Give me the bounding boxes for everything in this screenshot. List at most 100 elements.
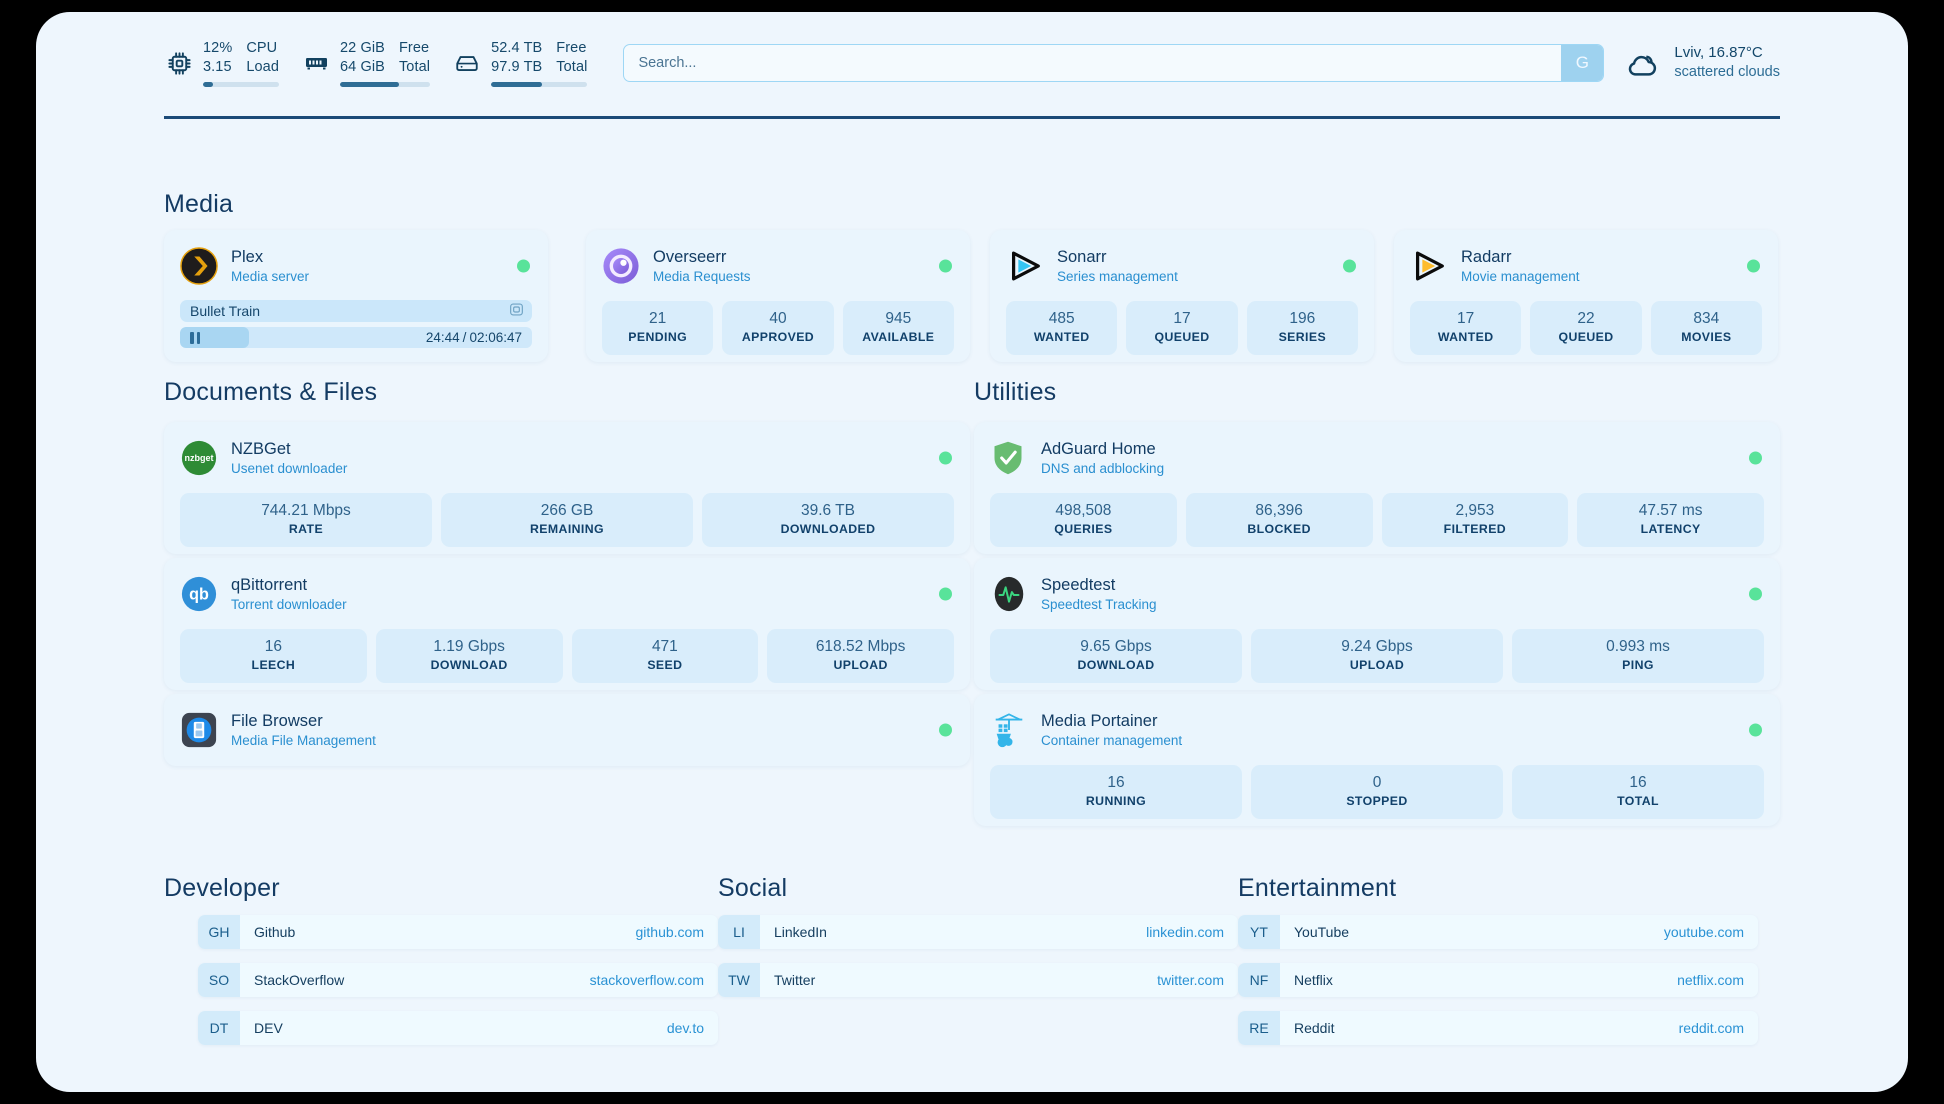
stat-label: MOVIES bbox=[1681, 330, 1732, 345]
bookmark-stackoverflow[interactable]: SO StackOverflow stackoverflow.com bbox=[198, 963, 718, 997]
card-overseerr[interactable]: Overseerr Media Requests 21 PENDING 40 A… bbox=[586, 230, 970, 362]
disk-usage-widget: 52.4 TB 97.9 TB Free Total bbox=[452, 39, 588, 88]
section-title-media: Media bbox=[164, 190, 234, 218]
cpu-left-col: 12% 3.15 bbox=[203, 39, 232, 76]
stat-ping: 0.993 ms PING bbox=[1512, 629, 1764, 683]
bookmark-label: Reddit bbox=[1294, 1020, 1335, 1036]
card-subtitle: Media File Management bbox=[231, 732, 376, 748]
disk-progress-bar bbox=[491, 82, 588, 88]
card-text: AdGuard Home DNS and adblocking bbox=[1041, 439, 1164, 478]
svg-text:qb: qb bbox=[189, 586, 209, 604]
card-subtitle: Torrent downloader bbox=[231, 596, 347, 612]
status-indicator bbox=[1749, 587, 1762, 601]
bookmark-url[interactable]: youtube.com bbox=[1663, 924, 1744, 940]
stat-series: 196 SERIES bbox=[1246, 301, 1358, 355]
stat-label: FILTERED bbox=[1443, 522, 1507, 537]
svg-text:nzbget: nzbget bbox=[184, 453, 213, 463]
bookmark-linkedin[interactable]: LI LinkedIn linkedin.com bbox=[718, 915, 1238, 949]
weather-text: Lviv, 16.87°C scattered clouds bbox=[1674, 43, 1780, 83]
status-indicator bbox=[939, 587, 952, 601]
card-title: NZBGet bbox=[231, 439, 291, 458]
bookmark-url[interactable]: linkedin.com bbox=[1146, 924, 1224, 940]
weather-widget: Lviv, 16.87°C scattered clouds bbox=[1624, 43, 1780, 83]
card-file-browser[interactable]: File Browser Media File Management bbox=[164, 694, 970, 766]
search-bar[interactable]: G bbox=[623, 44, 1605, 82]
stat-value: 16 bbox=[1107, 774, 1125, 791]
bookmark-url[interactable]: github.com bbox=[635, 924, 704, 940]
bookmark-label: LinkedIn bbox=[774, 924, 827, 940]
stat-label: UPLOAD bbox=[1349, 658, 1405, 673]
status-indicator bbox=[1749, 451, 1762, 465]
stats-row: 485 WANTED 17 QUEUED 196 SERIES bbox=[1006, 301, 1358, 355]
bookmark-twitter[interactable]: TW Twitter twitter.com bbox=[718, 963, 1238, 997]
cpu-label-bottom: Load bbox=[246, 58, 279, 75]
stat-value: 471 bbox=[651, 638, 678, 655]
stat-running: 16 RUNNING bbox=[990, 765, 1242, 819]
bookmark-youtube[interactable]: YT YouTube youtube.com bbox=[1238, 915, 1758, 949]
top-bar: 12% 3.15 CPU Load bbox=[164, 30, 1780, 96]
card-header: Radarr Movie management bbox=[1410, 244, 1762, 288]
cpu-icon bbox=[164, 48, 194, 78]
bookmark-url[interactable]: twitter.com bbox=[1157, 972, 1224, 988]
stat-wanted: 17 WANTED bbox=[1410, 301, 1522, 355]
stat-value: 9.24 Gbps bbox=[1341, 638, 1413, 655]
google-search-button[interactable]: G bbox=[1561, 45, 1604, 81]
stat-value: 40 bbox=[769, 310, 787, 327]
card-header: nzbget NZBGet Usenet downloader bbox=[180, 436, 954, 480]
card-media-portainer[interactable]: Media Portainer Container management 16 … bbox=[974, 694, 1780, 826]
cast-icon[interactable] bbox=[509, 302, 524, 320]
stat-label: TOTAL bbox=[1617, 794, 1659, 809]
bookmark-url[interactable]: reddit.com bbox=[1678, 1020, 1744, 1036]
bookmark-url[interactable]: netflix.com bbox=[1677, 972, 1744, 988]
card-plex[interactable]: Plex Media server Bullet Train 24:44/02:… bbox=[164, 230, 548, 362]
card-radarr[interactable]: Radarr Movie management 17 WANTED 22 QUE… bbox=[1394, 230, 1778, 362]
search-input[interactable] bbox=[624, 45, 1562, 81]
card-header: Speedtest Speedtest Tracking bbox=[990, 572, 1764, 616]
stats-row: 16 RUNNING 0 STOPPED 16 TOTAL bbox=[990, 765, 1764, 819]
bookmark-netflix[interactable]: NF Netflix netflix.com bbox=[1238, 963, 1758, 997]
stat-value: 22 bbox=[1577, 310, 1595, 327]
card-adguard-home[interactable]: AdGuard Home DNS and adblocking 498,508 … bbox=[974, 422, 1780, 554]
stat-value: 86,396 bbox=[1255, 502, 1303, 519]
adguard-icon bbox=[990, 439, 1028, 477]
stat-value: 21 bbox=[649, 310, 667, 327]
stat-total: 16 TOTAL bbox=[1512, 765, 1764, 819]
dashboard-window: 12% 3.15 CPU Load bbox=[36, 12, 1908, 1092]
stats-row: 744.21 Mbps RATE 266 GB REMAINING 39.6 T… bbox=[180, 493, 954, 547]
stat-movies: 834 MOVIES bbox=[1650, 301, 1762, 355]
ram-usage-widget: 22 GiB 64 GiB Free Total bbox=[301, 39, 431, 88]
stats-row: 17 WANTED 22 QUEUED 834 MOVIES bbox=[1410, 301, 1762, 355]
bookmark-reddit[interactable]: RE Reddit reddit.com bbox=[1238, 1011, 1758, 1045]
bookmark-label: YouTube bbox=[1294, 924, 1350, 940]
card-qbittorrent[interactable]: qb qBittorrent Torrent downloader 16 LEE… bbox=[164, 558, 970, 690]
stat-queued: 17 QUEUED bbox=[1126, 301, 1238, 355]
ram-label-bottom: Total bbox=[398, 58, 431, 75]
stat-value: 196 bbox=[1289, 310, 1316, 327]
status-indicator bbox=[517, 259, 530, 273]
pause-icon[interactable] bbox=[190, 331, 200, 344]
ram-values: 22 GiB 64 GiB Free Total bbox=[340, 39, 431, 88]
stat-label: PING bbox=[1622, 658, 1654, 673]
card-speedtest[interactable]: Speedtest Speedtest Tracking 9.65 Gbps D… bbox=[974, 558, 1780, 690]
stat-label: LEECH bbox=[251, 658, 296, 673]
bookmark-url[interactable]: stackoverflow.com bbox=[589, 972, 704, 988]
bookmark-label: Netflix bbox=[1294, 972, 1333, 988]
section-title-developer: Developer bbox=[164, 874, 280, 902]
bookmark-github[interactable]: GH Github github.com bbox=[198, 915, 718, 949]
disk-right-col: Free Total bbox=[556, 39, 587, 76]
now-playing-title: Bullet Train bbox=[190, 303, 261, 320]
bookmark-url[interactable]: dev.to bbox=[666, 1020, 704, 1036]
stat-pending: 21 PENDING bbox=[602, 301, 714, 355]
card-subtitle: Speedtest Tracking bbox=[1041, 596, 1157, 612]
card-sonarr[interactable]: Sonarr Series management 485 WANTED 17 Q… bbox=[990, 230, 1374, 362]
stat-value: 9.65 Gbps bbox=[1080, 638, 1152, 655]
stat-label: RUNNING bbox=[1085, 794, 1147, 809]
card-text: Plex Media server bbox=[231, 247, 309, 286]
card-nzbget[interactable]: nzbget NZBGet Usenet downloader 744.21 M… bbox=[164, 422, 970, 554]
status-indicator bbox=[939, 451, 952, 465]
stat-value: 16 bbox=[1629, 774, 1647, 791]
playback-progress-bar[interactable]: 24:44/02:06:47 bbox=[180, 327, 532, 348]
bookmark-dev[interactable]: DT DEV dev.to bbox=[198, 1011, 718, 1045]
cloud-icon bbox=[1624, 46, 1662, 80]
stats-row: 21 PENDING 40 APPROVED 945 AVAILABLE bbox=[602, 301, 954, 355]
